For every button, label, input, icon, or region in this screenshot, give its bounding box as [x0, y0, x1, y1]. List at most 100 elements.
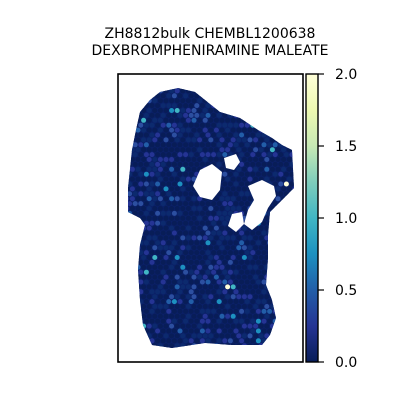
tissue-spot: [259, 98, 264, 103]
tissue-spot: [248, 265, 253, 270]
tissue-spot: [253, 333, 258, 338]
tissue-spot: [192, 167, 197, 172]
tissue-spot: [220, 235, 225, 240]
tissue-spot: [169, 235, 174, 240]
tissue-spot: [281, 275, 286, 280]
tissue-spot: [236, 324, 241, 329]
tissue-spot: [141, 255, 146, 260]
tissue-spot: [194, 231, 199, 236]
tissue-spot: [290, 123, 295, 128]
tissue-spot: [248, 245, 253, 250]
tissue-spot: [144, 182, 149, 187]
tissue-spot: [220, 304, 225, 309]
tissue-spot: [270, 206, 275, 211]
tissue-spot: [178, 289, 183, 294]
tissue-spot: [250, 113, 255, 118]
tissue-spot: [200, 162, 205, 167]
tissue-spot: [141, 275, 146, 280]
tissue-spot: [253, 324, 258, 329]
tissue-spot: [239, 84, 244, 89]
tissue-spot: [130, 167, 135, 172]
tissue-spot: [295, 309, 300, 314]
tissue-spot: [133, 309, 138, 314]
tissue-spot: [136, 118, 141, 123]
tissue-spot: [273, 260, 278, 265]
tissue-spot: [183, 329, 188, 334]
tissue-spot: [144, 84, 149, 89]
tissue-spot: [242, 343, 247, 348]
tissue-spot: [287, 108, 292, 113]
tissue-spot: [214, 108, 219, 113]
tissue-spot: [267, 299, 272, 304]
tissue-spot: [222, 309, 227, 314]
tissue-spot: [248, 98, 253, 103]
tissue-spot: [203, 255, 208, 260]
tissue-spot: [278, 221, 283, 226]
tissue-spot: [276, 245, 281, 250]
tissue-spot: [242, 157, 247, 162]
tissue-spot: [183, 201, 188, 206]
tissue-spot: [256, 142, 261, 147]
tissue-spot: [175, 206, 180, 211]
tissue-spot: [197, 235, 202, 240]
tissue-spot: [270, 245, 275, 250]
tissue-spot: [262, 329, 267, 334]
tissue-spot: [206, 270, 211, 275]
tissue-spot: [166, 162, 171, 167]
tissue-spot: [136, 275, 141, 280]
tissue-spot: [222, 103, 227, 108]
tissue-spot: [276, 294, 281, 299]
tissue-spot: [253, 108, 258, 113]
tissue-spot: [144, 338, 149, 343]
tissue-spot: [236, 265, 241, 270]
tissue-spot: [262, 142, 267, 147]
tissue-spot: [248, 343, 253, 348]
tissue-spot: [152, 275, 157, 280]
tissue-spot: [239, 289, 244, 294]
tissue-spot: [127, 231, 132, 236]
tissue-spot: [206, 142, 211, 147]
tissue-spot: [284, 289, 289, 294]
tissue-spot: [161, 123, 166, 128]
tissue-spot: [284, 309, 289, 314]
tissue-spot: [273, 319, 278, 324]
tissue-spot: [194, 329, 199, 334]
tissue-spot: [155, 123, 160, 128]
tissue-spot: [152, 216, 157, 221]
tissue-spot: [225, 255, 230, 260]
tissue-spot: [169, 324, 174, 329]
tissue-spot: [183, 162, 188, 167]
tissue-spot: [295, 133, 300, 138]
tissue-spot: [270, 88, 275, 93]
tissue-spot: [242, 235, 247, 240]
tissue-spot: [124, 167, 129, 172]
tissue-spot: [183, 280, 188, 285]
tissue-spot: [155, 113, 160, 118]
tissue-spot: [208, 157, 213, 162]
tissue-spot: [144, 103, 149, 108]
tissue-spot: [183, 152, 188, 157]
tissue-spot: [194, 221, 199, 226]
tissue-spot: [292, 216, 297, 221]
tissue-spot: [290, 270, 295, 275]
tissue-spot: [245, 201, 250, 206]
tissue-spot: [158, 186, 163, 191]
tissue-spot: [217, 329, 222, 334]
tissue-spot: [194, 338, 199, 343]
tissue-spot: [152, 284, 157, 289]
tissue-spot: [292, 206, 297, 211]
tissue-spot: [130, 324, 135, 329]
tissue-spot: [166, 142, 171, 147]
tissue-spot: [262, 172, 267, 177]
tissue-spot: [192, 284, 197, 289]
tissue-spot: [267, 250, 272, 255]
tissue-spot: [147, 324, 152, 329]
tissue-spot: [161, 309, 166, 314]
tissue-spot: [150, 103, 155, 108]
tissue-spot: [147, 265, 152, 270]
tissue-spot: [166, 270, 171, 275]
tissue-spot: [292, 88, 297, 93]
tissue-spot: [208, 333, 213, 338]
tissue-spot: [225, 314, 230, 319]
tissue-spot: [197, 294, 202, 299]
